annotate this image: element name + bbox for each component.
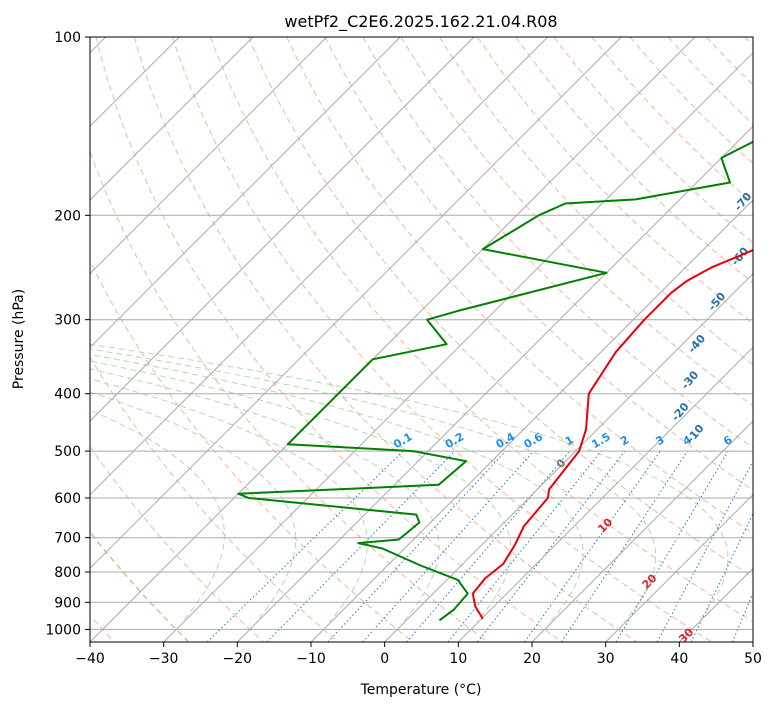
- y-tick-label: 300: [54, 313, 81, 329]
- plot-area: 0.10.20.40.611.52346810131620253036 -100…: [90, 37, 771, 642]
- mixing-ratio-line: [327, 450, 506, 642]
- dewpoint-profile-line: [237, 140, 753, 622]
- dry-adiabat-line: [95, 37, 563, 642]
- isotherm-line: [457, 346, 753, 642]
- moist-adiabat-line: [90, 354, 584, 623]
- x-tick-label: 40: [670, 651, 688, 667]
- mixing-ratio-line: [206, 450, 404, 642]
- mixing-ratio-line: [266, 450, 456, 642]
- x-tick-label: −10: [296, 651, 326, 667]
- isotherm-line: [531, 420, 753, 642]
- x-tick-label: −40: [75, 651, 105, 667]
- x-tick-label: −20: [223, 651, 253, 667]
- y-tick-label: 500: [54, 444, 81, 460]
- x-tick-label: −30: [149, 651, 179, 667]
- isotherm-line: [90, 37, 475, 422]
- mixing-ratio-line: [615, 450, 729, 642]
- moist-adiabat-line: [90, 391, 297, 623]
- dry-adiabat-line: [90, 150, 488, 642]
- mixing-ratio-line: [656, 460, 753, 642]
- dry-adiabat-line: [553, 37, 753, 244]
- mixing-ratio-line: [524, 450, 661, 642]
- y-tick-label: 100: [54, 30, 81, 46]
- isotherm-line: [90, 37, 549, 496]
- mixing-ratio-lines: [206, 450, 753, 642]
- y-axis-label: Pressure (hPa): [11, 289, 27, 389]
- dry-adiabat-line: [90, 259, 414, 642]
- x-tick-label: 0: [380, 651, 389, 667]
- dry-adiabat-line: [286, 37, 753, 534]
- mixing-ratio-line: [406, 450, 571, 642]
- moist-adiabat-line: [90, 348, 657, 623]
- dry-adiabat-line: [90, 445, 264, 642]
- chart-title: wetPf2_C2E6.2025.162.21.04.R08: [284, 12, 557, 32]
- dry-adiabat-line: [591, 37, 753, 204]
- dry-adiabat-line: [210, 37, 753, 623]
- isotherm-line: [236, 125, 753, 642]
- dry-adiabat-line: [171, 37, 712, 642]
- x-tick-label: 20: [523, 651, 541, 667]
- isotherm-line: [90, 37, 401, 349]
- plot-frame: [89, 36, 754, 643]
- isotherm-line: [90, 37, 328, 275]
- dry-adiabat-line: [438, 37, 753, 366]
- y-tick-label: 700: [54, 531, 81, 547]
- y-tick-label: 200: [54, 208, 81, 224]
- y-tick-label: 1000: [45, 622, 81, 638]
- isotherm-line: [310, 199, 753, 642]
- mixing-ratio-line: [447, 450, 602, 642]
- isotherm-line: [163, 51, 753, 642]
- isotherm-line: [90, 37, 622, 570]
- isotherm-line: [90, 37, 696, 642]
- mixing-ratio-line: [362, 450, 534, 642]
- dry-adiabat-label: -90: [748, 92, 771, 116]
- dry-adiabat-line: [90, 356, 339, 642]
- y-axis-ticks: 100 200 300 400 500 600 700 800 900 1000: [45, 30, 90, 638]
- dry-adiabat-line: [324, 37, 753, 491]
- moist-adiabat-line: [90, 343, 729, 623]
- isotherm-line: [90, 37, 254, 201]
- skewed-isotherms: [90, 37, 753, 642]
- y-tick-label: 800: [54, 565, 81, 581]
- x-axis-label: Temperature (°C): [360, 682, 482, 698]
- y-tick-label: 900: [54, 595, 81, 611]
- x-tick-label: 50: [744, 651, 762, 667]
- dry-adiabats: [90, 37, 753, 642]
- y-tick-label: 600: [54, 491, 81, 507]
- y-tick-label: 400: [54, 387, 81, 403]
- isotherm-line: [384, 272, 753, 642]
- dry-adiabat-line: [133, 37, 638, 642]
- isotherm-line: [605, 493, 753, 642]
- profile-series: [237, 140, 753, 622]
- mixing-ratio-line: [477, 450, 626, 642]
- dry-adiabat-line: [248, 37, 753, 578]
- x-axis-ticks: −40 −30 −20 −10 0 10 20 30 40 50: [75, 642, 762, 667]
- x-tick-label: 10: [449, 651, 467, 667]
- pressure-gridlines: [90, 37, 753, 630]
- x-tick-label: 30: [597, 651, 615, 667]
- dry-adiabat-line: [400, 37, 753, 407]
- temperature-profile-line: [471, 249, 753, 620]
